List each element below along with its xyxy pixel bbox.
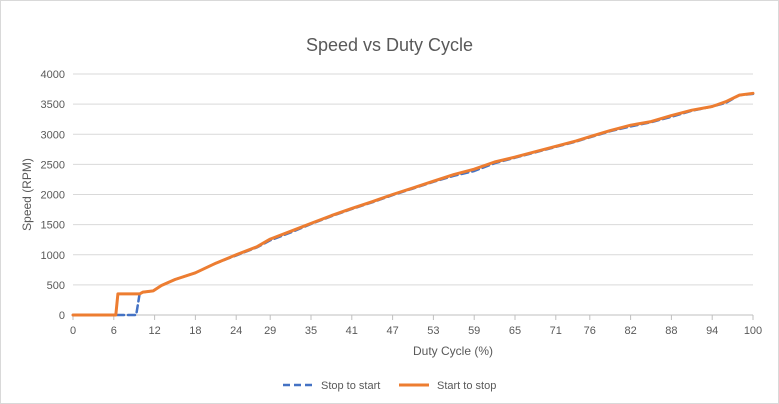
y-tick-label: 1000 xyxy=(41,250,65,262)
series-line-stop-to-start xyxy=(71,92,755,317)
y-tick-label: 4000 xyxy=(41,69,65,81)
chart-title: Speed vs Duty Cycle xyxy=(305,35,474,55)
x-tick-label: 0 xyxy=(70,325,76,337)
gridlines xyxy=(73,73,753,286)
x-tick-label: 41 xyxy=(346,325,358,337)
series-line-start-to-stop xyxy=(71,91,755,317)
y-tick-label: 0 xyxy=(59,310,65,322)
legend-label: Start to stop xyxy=(437,380,496,392)
x-tick-label: 76 xyxy=(584,325,596,337)
y-tick-label: 2000 xyxy=(41,190,65,202)
x-tick-label: 18 xyxy=(189,325,201,337)
y-tick-label: 1500 xyxy=(41,220,65,232)
x-tick-label: 59 xyxy=(468,325,480,337)
x-tick-label: 71 xyxy=(550,325,562,337)
x-tick-label: 88 xyxy=(665,325,677,337)
legend: Stop to start Start to stop xyxy=(283,380,496,392)
legend-label: Stop to start xyxy=(321,380,380,392)
x-tick-label: 47 xyxy=(386,325,398,337)
x-axis-title: Duty Cycle (%) xyxy=(413,344,493,358)
x-tick-label: 35 xyxy=(305,325,317,337)
y-axis-title: Speed (RPM) xyxy=(20,158,34,231)
y-tick-label: 500 xyxy=(47,280,65,292)
x-tick-label: 53 xyxy=(427,325,439,337)
x-tick-label: 6 xyxy=(111,325,117,337)
x-tick-label: 29 xyxy=(264,325,276,337)
y-tick-label: 3000 xyxy=(41,129,65,141)
x-tick-label: 82 xyxy=(624,325,636,337)
x-tick-label: 94 xyxy=(706,325,718,337)
x-tick-label: 24 xyxy=(230,325,242,337)
x-tick-label: 100 xyxy=(744,325,762,337)
x-tick-label: 12 xyxy=(148,325,160,337)
series-lines xyxy=(71,91,755,317)
x-tick-label: 65 xyxy=(509,325,521,337)
y-tick-label: 3500 xyxy=(41,99,65,111)
axes: 0 500 1000 1500 2000 2500 3000 3500 4000 0 6 12 18 24… xyxy=(20,69,762,358)
y-tick-label: 2500 xyxy=(41,159,65,171)
